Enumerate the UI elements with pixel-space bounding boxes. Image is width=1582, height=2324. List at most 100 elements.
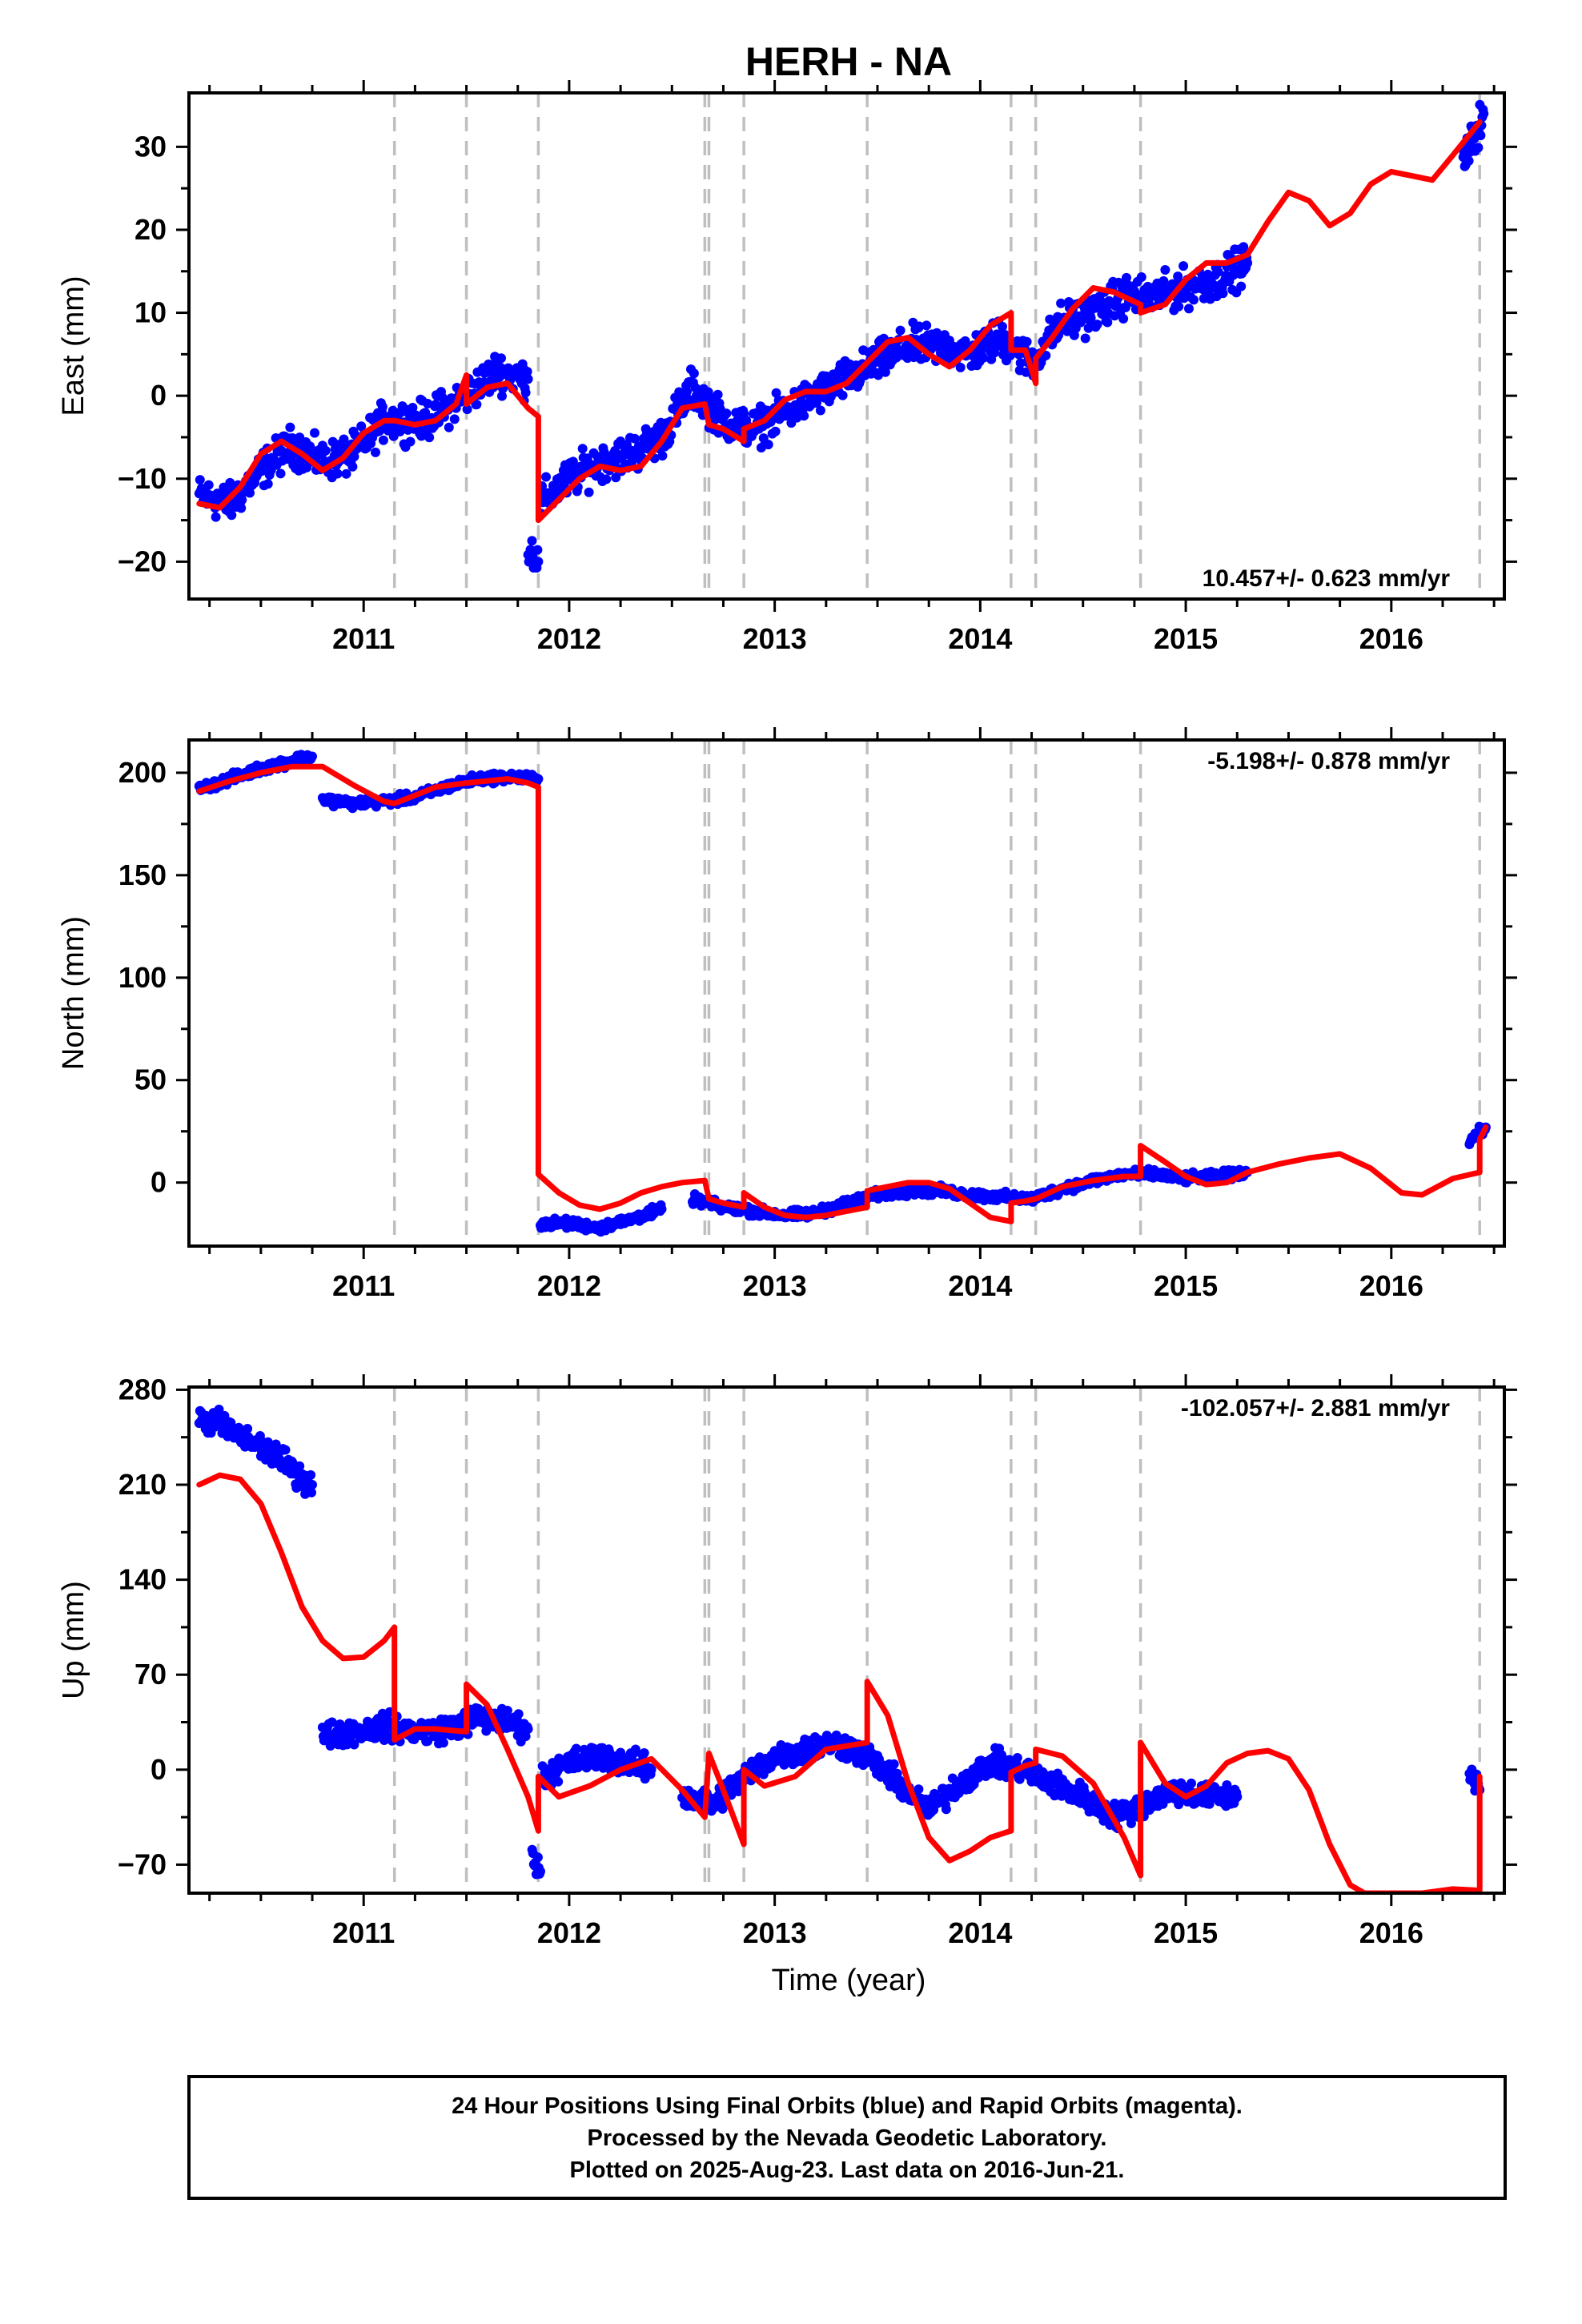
east-obs-point — [721, 408, 732, 419]
east-obs-point — [420, 408, 431, 418]
up-obs-point — [263, 1437, 273, 1447]
up-y-tick-label: 70 — [135, 1658, 167, 1691]
up-frame — [187, 1385, 1506, 1895]
east-obs-point — [405, 436, 416, 447]
east-obs-point — [256, 466, 267, 476]
east-y-tick-label: −10 — [118, 462, 167, 495]
east-obs-point — [921, 320, 932, 331]
east-x-tick-label: 2011 — [332, 622, 395, 655]
east-obs-point — [601, 474, 612, 485]
east-x-tick-label: 2014 — [948, 622, 1012, 655]
east-obs-point — [1102, 317, 1113, 328]
east-obs-point — [657, 451, 668, 461]
east-obs-point — [1218, 288, 1228, 299]
north-x-tick-label: 2014 — [948, 1269, 1012, 1302]
up-x-tick-label: 2014 — [948, 1916, 1012, 1949]
north-x-tick-label: 2011 — [332, 1269, 395, 1302]
up-obs-point — [280, 1445, 291, 1455]
east-obs-point — [1015, 358, 1026, 368]
east-obs-point — [1473, 143, 1484, 153]
east-obs-point — [533, 557, 544, 567]
north-x-tick-label: 2013 — [743, 1269, 807, 1302]
north-y-tick-label: 0 — [151, 1166, 167, 1199]
north-x-tick-label: 2012 — [537, 1269, 601, 1302]
east-obs-point — [895, 325, 905, 336]
north-panel: 2011 2012 2013 2014 2015 2016 0 50 100 150 200 Nort… — [57, 727, 1517, 1302]
east-obs-point — [689, 368, 699, 379]
up-observations — [194, 1405, 1485, 1880]
east-obs-point — [211, 512, 221, 522]
east-obs-point — [377, 402, 387, 412]
east-obs-point — [629, 433, 640, 444]
up-obs-point — [1012, 1753, 1022, 1763]
up-x-tick-label: 2011 — [332, 1916, 395, 1949]
east-obs-point — [320, 445, 331, 456]
east-obs-point — [349, 452, 359, 462]
up-x-tick-label: 2016 — [1359, 1916, 1423, 1949]
up-obs-point — [438, 1738, 448, 1748]
east-obs-point — [1243, 258, 1253, 268]
east-y-tick-label: 20 — [135, 213, 167, 246]
up-y-tick-label: 210 — [118, 1468, 167, 1501]
east-obs-point — [347, 461, 358, 472]
up-obs-point — [243, 1424, 253, 1433]
east-obs-point — [770, 426, 781, 436]
east-obs-point — [263, 479, 273, 489]
up-obs-point — [349, 1739, 359, 1750]
east-obs-point — [955, 362, 966, 372]
up-obs-point — [327, 1717, 337, 1727]
up-model-line — [196, 1472, 1483, 1893]
up-obs-point — [1232, 1791, 1243, 1802]
east-obs-point — [1062, 326, 1072, 336]
east-obs-point — [682, 386, 692, 396]
east-obs-point — [523, 374, 533, 384]
east-obs-point — [978, 352, 989, 363]
up-obs-point — [553, 1776, 564, 1787]
east-obs-point — [522, 367, 532, 376]
up-obs-point — [1222, 1780, 1232, 1790]
east-obs-point — [599, 447, 609, 457]
up-obs-point — [520, 1731, 531, 1742]
east-obs-point — [611, 472, 621, 483]
east-obs-point — [424, 432, 435, 443]
up-x-tick-label: 2015 — [1154, 1916, 1218, 1949]
up-obs-point — [646, 1764, 656, 1775]
up-obs-point — [295, 1461, 305, 1471]
east-x-tick-label: 2012 — [537, 622, 601, 655]
east-obs-point — [1080, 333, 1090, 344]
east-obs-point — [1167, 279, 1178, 289]
north-rate-label: -5.198+/- 0.878 mm/yr — [1207, 748, 1450, 774]
east-obs-point — [371, 447, 380, 457]
east-obs-point — [527, 536, 537, 546]
caption-line-2: Processed by the Nevada Geodetic Laborat… — [588, 2125, 1107, 2151]
east-obs-point — [1464, 155, 1474, 166]
east-obs-point — [1158, 275, 1169, 286]
north-y-tick-label: 200 — [118, 756, 167, 789]
east-obs-point — [1476, 131, 1486, 141]
east-obs-point — [472, 400, 482, 410]
east-obs-point — [332, 468, 343, 479]
north-model — [196, 763, 1489, 1224]
east-obs-point — [378, 435, 388, 445]
east-obs-point — [1118, 314, 1129, 324]
east-obs-point — [408, 403, 418, 412]
east-obs-point — [799, 411, 809, 421]
north-y-tick-label: 50 — [135, 1063, 167, 1096]
up-model — [196, 1472, 1483, 1893]
up-y-tick-label: 0 — [151, 1753, 167, 1786]
east-obs-point — [520, 388, 531, 398]
caption-line-1: 24 Hour Positions Using Final Orbits (bl… — [452, 2093, 1243, 2119]
east-x-tick-label: 2015 — [1154, 622, 1218, 655]
east-obs-point — [245, 488, 255, 498]
up-x-tick-label: 2012 — [537, 1916, 601, 1949]
north-obs-point — [307, 751, 317, 762]
east-y-axis-label: East (mm) — [57, 275, 90, 416]
east-obs-point — [532, 545, 543, 555]
east-obs-point — [998, 321, 1007, 332]
east-obs-point — [1001, 333, 1010, 344]
east-obs-point — [285, 422, 295, 432]
north-obs-point — [656, 1204, 667, 1214]
east-obs-point — [771, 388, 781, 398]
east-rate-label: 10.457+/- 0.623 mm/yr — [1203, 565, 1451, 592]
